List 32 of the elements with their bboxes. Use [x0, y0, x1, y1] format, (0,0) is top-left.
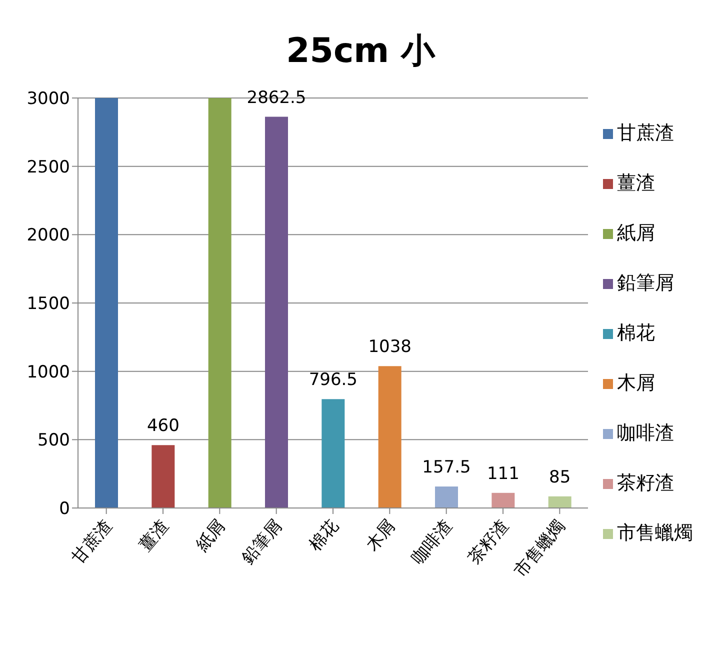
x-tick-label: 棉花: [306, 516, 343, 556]
y-tick-label: 1500: [26, 294, 70, 314]
legend-label: 紙屑: [617, 222, 655, 244]
y-tick-label: 3000: [26, 89, 70, 110]
y-tick-label: 500: [38, 430, 70, 451]
y-tick-label: 2500: [26, 157, 70, 178]
data-label: 85: [549, 467, 571, 488]
legend-label: 棉花: [617, 322, 655, 344]
data-label: 111: [486, 464, 520, 484]
y-tick-label: 0: [59, 499, 70, 520]
legend-label: 咖啡渣: [617, 422, 674, 444]
data-label: 1038: [368, 337, 412, 358]
legend-label: 薑渣: [617, 172, 655, 194]
y-tick-label: 1000: [26, 362, 70, 382]
x-tick-label: 木屑: [362, 516, 400, 556]
legend-label: 茶籽渣: [617, 472, 674, 494]
x-tick-label: 茶籽渣: [464, 516, 513, 568]
x-tick-label: 市售蠟燭: [510, 516, 570, 582]
chart-title: 25cm 小: [285, 30, 436, 73]
x-tick-label: 紙屑: [192, 516, 230, 556]
data-label: 796.5: [308, 370, 358, 390]
x-tick-label: 甘蔗渣: [68, 516, 116, 568]
x-tick-label: 咖啡渣: [408, 516, 456, 568]
y-tick-label: 2000: [26, 226, 70, 246]
x-tick-label: 鉛筆屑: [238, 516, 286, 568]
legend-label: 甘蔗渣: [617, 122, 674, 144]
data-label: 2862.5: [246, 88, 306, 108]
data-label: 460: [146, 416, 180, 436]
x-tick-label: 薑渣: [136, 516, 173, 556]
legend-label: 木屑: [617, 372, 655, 394]
legend-label: 鉛筆屑: [617, 272, 674, 294]
data-label: 157.5: [422, 457, 471, 478]
